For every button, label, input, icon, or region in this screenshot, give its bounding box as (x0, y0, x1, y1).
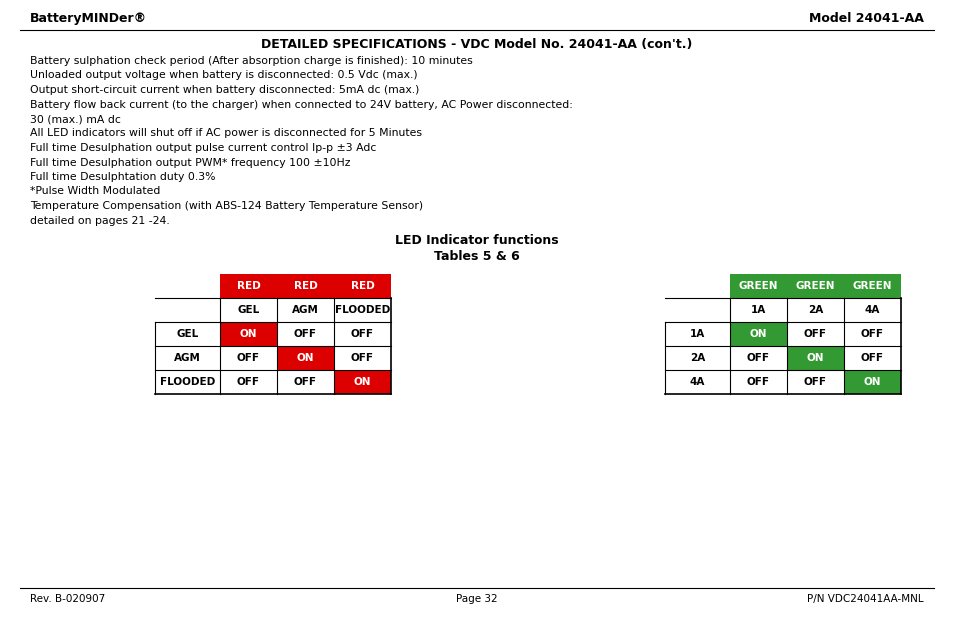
Text: OFF: OFF (746, 377, 769, 387)
Text: OFF: OFF (803, 377, 826, 387)
Bar (786, 370, 843, 394)
Bar (843, 370, 900, 394)
Bar (729, 274, 786, 298)
Text: ON: ON (862, 377, 881, 387)
Text: GEL: GEL (237, 305, 259, 315)
Text: FLOODED: FLOODED (160, 377, 214, 387)
Text: RED: RED (294, 281, 317, 291)
Bar (276, 298, 334, 322)
Text: Model 24041-AA: Model 24041-AA (808, 12, 923, 25)
Text: OFF: OFF (861, 353, 883, 363)
Bar (334, 274, 391, 298)
Text: AGM: AGM (173, 353, 201, 363)
Bar (276, 346, 334, 370)
Text: GREEN: GREEN (738, 281, 778, 291)
Bar (843, 346, 900, 370)
Text: Unloaded output voltage when battery is disconnected: 0.5 Vdc (max.): Unloaded output voltage when battery is … (30, 70, 417, 80)
Text: Battery flow back current (to the charger) when connected to 24V battery, AC Pow: Battery flow back current (to the charge… (30, 99, 572, 109)
Bar (334, 370, 391, 394)
Bar (276, 322, 334, 346)
Bar (786, 346, 843, 370)
Text: OFF: OFF (351, 353, 374, 363)
Text: OFF: OFF (236, 353, 260, 363)
Text: Page 32: Page 32 (456, 594, 497, 604)
Bar (729, 322, 786, 346)
Text: DETAILED SPECIFICATIONS - VDC Model No. 24041-AA (con't.): DETAILED SPECIFICATIONS - VDC Model No. … (261, 38, 692, 51)
Bar (220, 274, 276, 298)
Text: P/N VDC24041AA-MNL: P/N VDC24041AA-MNL (806, 594, 923, 604)
Bar (786, 322, 843, 346)
Bar (843, 322, 900, 346)
Text: detailed on pages 21 -24.: detailed on pages 21 -24. (30, 216, 170, 226)
Bar (220, 346, 276, 370)
Text: ON: ON (749, 329, 766, 339)
Bar (786, 274, 843, 298)
Bar (334, 346, 391, 370)
Text: Temperature Compensation (with ABS-124 Battery Temperature Sensor): Temperature Compensation (with ABS-124 B… (30, 201, 423, 211)
Text: AGM: AGM (292, 305, 318, 315)
Bar (334, 322, 391, 346)
Bar (843, 298, 900, 322)
Bar (729, 298, 786, 322)
Text: BatteryMINDer®: BatteryMINDer® (30, 12, 147, 25)
Text: 1A: 1A (750, 305, 765, 315)
Bar (786, 298, 843, 322)
Text: 1A: 1A (689, 329, 704, 339)
Text: Rev. B-020907: Rev. B-020907 (30, 594, 105, 604)
Bar (843, 274, 900, 298)
Text: OFF: OFF (803, 329, 826, 339)
Bar (220, 322, 276, 346)
Bar (729, 370, 786, 394)
Text: ON: ON (806, 353, 823, 363)
Text: OFF: OFF (294, 377, 316, 387)
Text: 2A: 2A (689, 353, 704, 363)
Text: GREEN: GREEN (795, 281, 835, 291)
Text: GEL: GEL (176, 329, 198, 339)
Text: 30 (max.) mA dc: 30 (max.) mA dc (30, 114, 121, 124)
Text: Full time Desulphation output pulse current control Ip-p ±3 Adc: Full time Desulphation output pulse curr… (30, 143, 376, 153)
Bar (220, 370, 276, 394)
Text: ON: ON (239, 329, 257, 339)
Text: 4A: 4A (689, 377, 704, 387)
Text: 4A: 4A (864, 305, 880, 315)
Text: All LED indicators will shut off if AC power is disconnected for 5 Minutes: All LED indicators will shut off if AC p… (30, 129, 421, 138)
Text: OFF: OFF (294, 329, 316, 339)
Text: Output short-circuit current when battery disconnected: 5mA dc (max.): Output short-circuit current when batter… (30, 85, 419, 95)
Bar (729, 346, 786, 370)
Text: GREEN: GREEN (852, 281, 891, 291)
Text: RED: RED (351, 281, 374, 291)
Text: ON: ON (354, 377, 371, 387)
Text: RED: RED (236, 281, 260, 291)
Text: FLOODED: FLOODED (335, 305, 390, 315)
Bar (334, 298, 391, 322)
Text: Full time Desulphtation duty 0.3%: Full time Desulphtation duty 0.3% (30, 172, 215, 182)
Text: OFF: OFF (861, 329, 883, 339)
Bar (276, 274, 334, 298)
Text: ON: ON (296, 353, 314, 363)
Text: Tables 5 & 6: Tables 5 & 6 (434, 250, 519, 263)
Text: *Pulse Width Modulated: *Pulse Width Modulated (30, 187, 160, 197)
Text: Full time Desulphation output PWM* frequency 100 ±10Hz: Full time Desulphation output PWM* frequ… (30, 158, 350, 167)
Text: OFF: OFF (746, 353, 769, 363)
Text: Battery sulphation check period (After absorption charge is finished): 10 minute: Battery sulphation check period (After a… (30, 56, 473, 66)
Bar (220, 298, 276, 322)
Text: LED Indicator functions: LED Indicator functions (395, 234, 558, 247)
Text: OFF: OFF (351, 329, 374, 339)
Bar (276, 370, 334, 394)
Text: OFF: OFF (236, 377, 260, 387)
Text: 2A: 2A (807, 305, 822, 315)
